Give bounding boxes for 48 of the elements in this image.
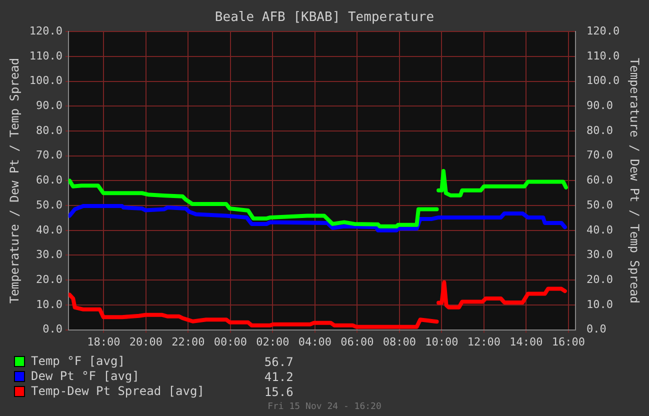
x-tick-label: 20:00	[129, 335, 163, 348]
y-tick-label: 60.0	[36, 174, 63, 187]
y-tick-label: 30.0	[36, 248, 63, 262]
y2-tick-label: 30.0	[586, 248, 613, 262]
y-tick-label: 40.0	[36, 223, 63, 236]
y-tick-label: 0.0	[42, 322, 63, 336]
y-tick-label: 80.0	[36, 124, 63, 137]
y2-tick-label: 0.0	[586, 322, 606, 336]
legend-label: Temp °F [avg]	[31, 354, 126, 369]
y-axis-title: Temperature / Dew Pt / Temp Spread	[7, 58, 22, 304]
legend-label: Dew Pt °F [avg]	[31, 369, 140, 384]
y2-tick-label: 70.0	[586, 148, 613, 162]
y-tick-label: 100.0	[29, 74, 63, 88]
chart-title: Beale AFB [KBAB] Temperature	[214, 10, 434, 26]
text: 41.2	[264, 369, 294, 384]
y2-tick-label: 90.0	[586, 99, 613, 112]
y-tick-label: 110.0	[29, 49, 63, 62]
text: 15.6	[264, 384, 294, 399]
y2-tick-label: 110.0	[586, 49, 620, 62]
x-tick-label: 00:00	[214, 335, 248, 348]
y2-tick-label: 50.0	[586, 198, 613, 212]
y2-tick-label: 10.0	[586, 298, 613, 311]
x-tick-label: 22:00	[172, 335, 205, 348]
y2-tick-label: 20.0	[586, 272, 613, 286]
y-tick-label: 50.0	[36, 198, 63, 212]
y2-tick-label: 60.0	[586, 174, 613, 187]
legend-label: Temp-Dew Pt Spread [avg]	[31, 384, 206, 399]
y2-tick-label: 40.0	[586, 223, 613, 236]
x-tick-label: 08:00	[382, 335, 416, 348]
text: 56.7	[264, 354, 294, 369]
x-tick-label: 12:00	[467, 335, 501, 348]
x-tick-label: 02:00	[256, 335, 290, 348]
y2-tick-label: 100.0	[586, 74, 620, 88]
x-tick-label: 16:00	[552, 335, 586, 348]
x-tick-label: 06:00	[340, 335, 374, 348]
x-tick-label: 14:00	[510, 335, 543, 348]
y-tick-label: 120.0	[29, 24, 63, 38]
text: Fri 15 Nov 24 - 16:20	[268, 402, 382, 412]
y-tick-label: 70.0	[36, 148, 63, 162]
y2-axis-title: Temperature / Dew Pt / Temp Spread	[628, 58, 642, 304]
x-tick-label: 04:00	[298, 335, 332, 348]
x-tick-label: 10:00	[425, 335, 458, 348]
y-tick-label: 10.0	[36, 298, 63, 311]
y2-tick-label: 80.0	[586, 124, 613, 137]
y2-tick-label: 120.0	[586, 24, 620, 38]
y-tick-label: 90.0	[36, 99, 63, 112]
x-tick-label: 18:00	[87, 335, 120, 348]
y-tick-label: 20.0	[36, 272, 63, 286]
